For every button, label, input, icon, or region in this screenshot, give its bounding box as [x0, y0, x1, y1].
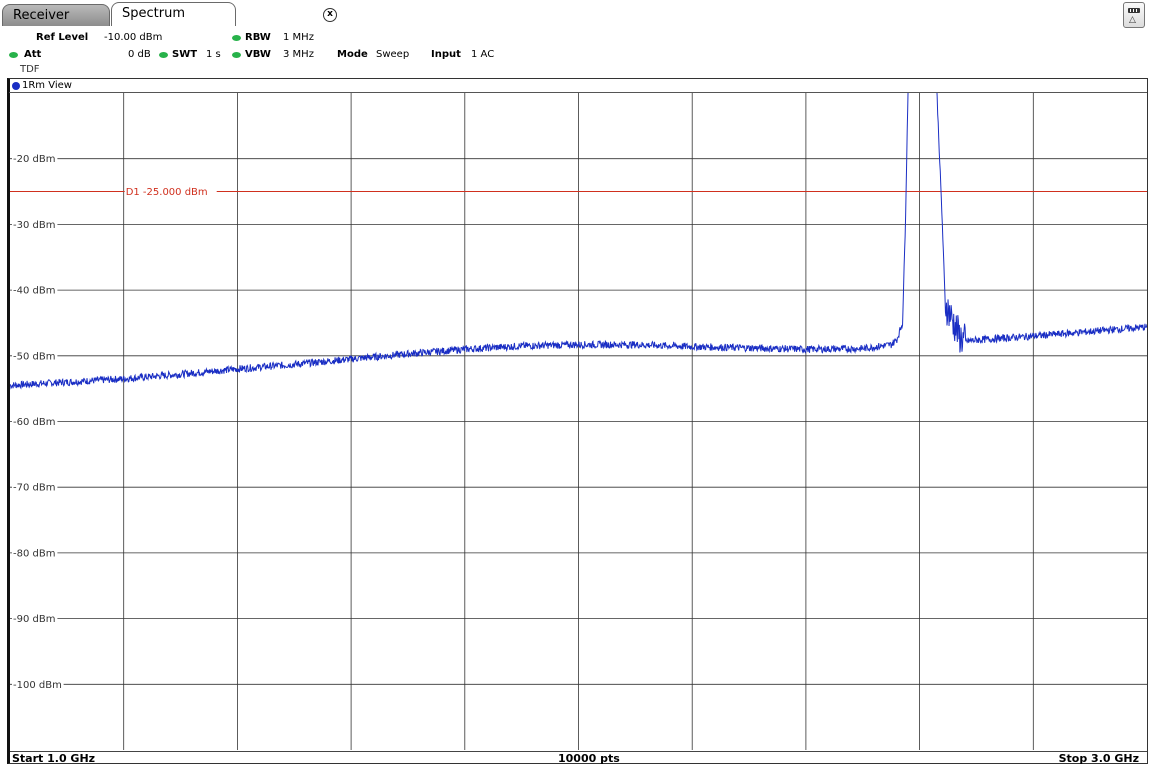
- y-tick-label: -30 dBm: [13, 220, 55, 231]
- tdf-label: TDF: [20, 64, 40, 75]
- y-tick-label-bg: [12, 284, 58, 296]
- frequency-axis-footer: Start 1.0 GHz 10000 pts Stop 3.0 GHz: [10, 751, 1147, 765]
- att-label: Att: [24, 49, 42, 60]
- y-tick-label-bg: [12, 349, 58, 361]
- close-icon[interactable]: x: [323, 8, 337, 22]
- ref-level-value: -10.00 dBm: [104, 32, 163, 43]
- rbw-value: 1 MHz: [283, 32, 314, 43]
- input-label: Input: [431, 49, 461, 60]
- start-frequency: Start 1.0 GHz: [12, 752, 96, 765]
- display-icon: [1128, 8, 1140, 13]
- y-tick-label: -60 dBm: [13, 417, 55, 428]
- swt-status-dot: [159, 52, 168, 58]
- y-tick-label: -50 dBm: [13, 351, 55, 362]
- tab-bar: Receiver Spectrum x △: [0, 0, 1149, 28]
- y-tick-label: -100 dBm: [13, 680, 62, 691]
- display-config-button[interactable]: △: [1123, 2, 1145, 28]
- att-status-dot: [9, 52, 18, 58]
- tab-spectrum[interactable]: Spectrum x: [111, 2, 337, 26]
- rbw-label: RBW: [245, 32, 271, 43]
- trace-indicator-icon: [12, 82, 20, 90]
- stop-frequency: Stop 3.0 GHz: [1058, 752, 1139, 765]
- vbw-value: 3 MHz: [283, 49, 314, 60]
- mode-label: Mode: [337, 49, 368, 60]
- measurement-settings: Ref Level -10.00 dBm RBW 1 MHz Att 0 dB …: [0, 26, 1149, 78]
- y-tick-label: -80 dBm: [13, 548, 55, 559]
- triangle-icon: △: [1129, 15, 1136, 25]
- y-tick-label-bg: [12, 152, 58, 164]
- trace-1-line: [10, 93, 1147, 390]
- sweep-points: 10000 pts: [558, 752, 620, 765]
- y-tick-label-bg: [12, 415, 58, 427]
- y-tick-label-bg: [12, 218, 58, 230]
- y-tick-label-bg: [12, 481, 58, 493]
- tab-receiver-label: Receiver: [13, 8, 70, 23]
- display-line-label: D1 -25.000 dBm: [126, 187, 208, 198]
- y-tick-label: -40 dBm: [13, 286, 55, 297]
- y-tick-label: -70 dBm: [13, 483, 55, 494]
- y-tick-label-bg: [12, 612, 58, 624]
- display-line-label-bg: [124, 185, 217, 197]
- y-tick-label: -20 dBm: [13, 154, 55, 165]
- swt-value: 1 s: [206, 49, 221, 60]
- vbw-status-dot: [232, 52, 241, 58]
- mode-value: Sweep: [376, 49, 410, 60]
- trace-view-bar: 1Rm View: [9, 79, 1147, 93]
- att-value: 0 dB: [128, 49, 151, 60]
- swt-label: SWT: [172, 49, 198, 60]
- y-tick-label-bg: [12, 546, 58, 558]
- vbw-label: VBW: [245, 49, 271, 60]
- view-label: 1Rm View: [22, 80, 72, 91]
- tab-receiver[interactable]: Receiver: [2, 4, 110, 26]
- rbw-status-dot: [232, 35, 241, 41]
- tab-spectrum-label: Spectrum: [122, 6, 185, 21]
- y-tick-label-bg: [12, 678, 64, 690]
- ref-level-label: Ref Level: [36, 32, 89, 43]
- input-value: 1 AC: [471, 49, 495, 60]
- diagram-frame: [7, 78, 1148, 764]
- y-tick-label: -90 dBm: [13, 614, 55, 625]
